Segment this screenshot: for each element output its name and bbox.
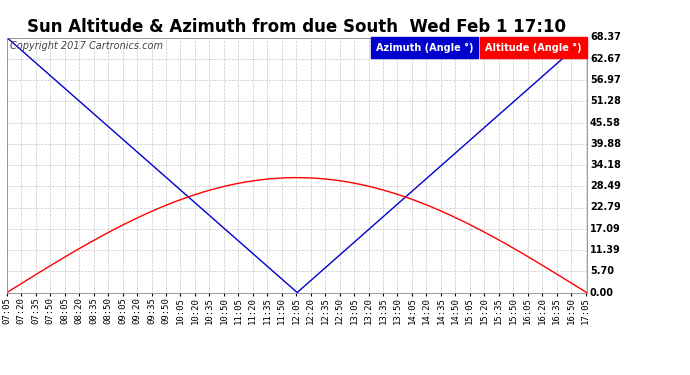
Text: 62.67: 62.67 [590, 54, 621, 64]
Text: 39.88: 39.88 [590, 139, 621, 149]
Title: Sun Altitude & Azimuth from due South  Wed Feb 1 17:10: Sun Altitude & Azimuth from due South We… [27, 18, 566, 36]
Text: 5.70: 5.70 [590, 266, 614, 276]
Text: 28.49: 28.49 [590, 181, 621, 191]
Text: Azimuth (Angle °): Azimuth (Angle °) [376, 43, 473, 53]
Text: Altitude (Angle °): Altitude (Angle °) [484, 43, 582, 53]
Text: 22.79: 22.79 [590, 202, 621, 213]
Text: 34.18: 34.18 [590, 160, 621, 170]
Text: 45.58: 45.58 [590, 117, 621, 128]
Text: 56.97: 56.97 [590, 75, 621, 85]
Text: 68.37: 68.37 [590, 33, 621, 42]
Text: Copyright 2017 Cartronics.com: Copyright 2017 Cartronics.com [10, 41, 164, 51]
Text: 17.09: 17.09 [590, 224, 621, 234]
Text: 51.28: 51.28 [590, 96, 621, 106]
Text: 0.00: 0.00 [590, 288, 614, 297]
Text: 11.39: 11.39 [590, 245, 621, 255]
